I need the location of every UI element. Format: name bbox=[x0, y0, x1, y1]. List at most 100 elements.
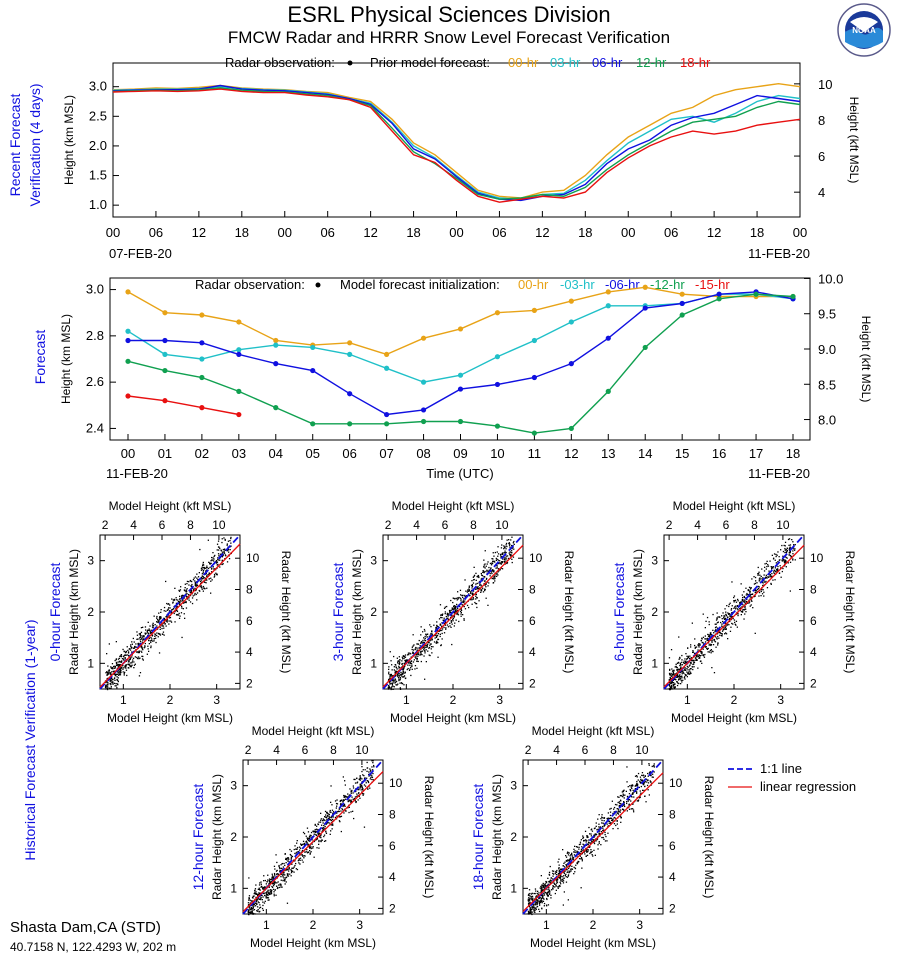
scatter-point bbox=[209, 563, 211, 565]
scatter-point bbox=[351, 789, 353, 792]
scatter-point bbox=[670, 677, 672, 680]
scatter-point bbox=[491, 562, 493, 564]
scatter-point bbox=[371, 760, 373, 762]
series-line bbox=[127, 293, 794, 383]
scatter-point bbox=[475, 593, 477, 596]
scatter-point bbox=[278, 884, 280, 886]
scatter-point bbox=[534, 909, 536, 911]
scatter-point bbox=[133, 647, 136, 649]
scatter-point bbox=[703, 656, 706, 658]
scatter-point bbox=[402, 665, 404, 667]
scatter-point bbox=[342, 776, 344, 778]
scatter-point bbox=[250, 900, 252, 902]
scatter-point bbox=[641, 774, 643, 776]
scatter-point bbox=[142, 639, 144, 641]
scatter-point bbox=[248, 913, 250, 916]
scatter-point bbox=[751, 600, 753, 602]
scatter-point bbox=[110, 672, 112, 674]
scatter-point bbox=[671, 681, 673, 684]
x-tick-label: 02 bbox=[195, 446, 209, 461]
scatter-point bbox=[769, 574, 771, 576]
scatter-point bbox=[559, 873, 561, 875]
scatter-point bbox=[760, 575, 762, 578]
scatter-point bbox=[532, 905, 534, 907]
legend-obs-dot bbox=[347, 60, 353, 66]
scatter-point bbox=[493, 569, 495, 572]
scatter-point bbox=[139, 632, 142, 635]
scatter-point bbox=[159, 628, 161, 630]
scatter-point bbox=[420, 641, 422, 643]
scatter-point bbox=[682, 671, 684, 673]
scatter-point bbox=[782, 567, 784, 570]
scatter-point bbox=[558, 886, 560, 888]
y-right-tick-label: 6 bbox=[810, 614, 817, 628]
scatter-point bbox=[471, 584, 473, 586]
scatter-point bbox=[147, 648, 149, 650]
scatter-point bbox=[709, 650, 711, 652]
scatter-point bbox=[580, 850, 582, 853]
scatter-point bbox=[591, 850, 593, 853]
scatter-point bbox=[775, 562, 777, 564]
scatter-point bbox=[200, 585, 202, 587]
scatter-point bbox=[148, 629, 150, 631]
scatter-point bbox=[712, 629, 714, 631]
scatter-point bbox=[424, 640, 427, 642]
scatter-point bbox=[729, 613, 731, 615]
scatter-point bbox=[202, 578, 204, 580]
scatter-point bbox=[125, 667, 127, 669]
scatter-point bbox=[158, 619, 161, 621]
scatter-point bbox=[136, 631, 138, 633]
scatter-point bbox=[210, 592, 212, 594]
scatter-point bbox=[680, 664, 682, 666]
scatter-point bbox=[282, 866, 284, 868]
scatter-point bbox=[530, 896, 532, 898]
scatter-point bbox=[529, 899, 531, 901]
scatter-point bbox=[737, 612, 739, 615]
scatter-point bbox=[130, 665, 133, 667]
scatter-point bbox=[138, 658, 140, 660]
scatter-point bbox=[544, 892, 547, 894]
scatter-point bbox=[318, 832, 320, 834]
scatter-point bbox=[503, 547, 506, 549]
scatter-point bbox=[708, 644, 710, 646]
scatter-point bbox=[369, 787, 371, 789]
scatter-point bbox=[476, 596, 478, 599]
scatter-point bbox=[172, 599, 174, 601]
scatter-point bbox=[401, 672, 403, 674]
scatter-point bbox=[618, 796, 620, 798]
scatter-point bbox=[612, 828, 614, 830]
scatter-point bbox=[720, 621, 722, 624]
scatter-point bbox=[670, 675, 672, 677]
scatter-point bbox=[743, 591, 745, 593]
scatter-point bbox=[733, 596, 735, 599]
scatter-point bbox=[566, 876, 569, 878]
series-point bbox=[162, 337, 168, 344]
scatter-point bbox=[499, 553, 502, 556]
scatter-point bbox=[538, 903, 541, 905]
scatter-point bbox=[161, 624, 163, 626]
scatter-point bbox=[576, 846, 579, 848]
scatter-point bbox=[199, 586, 201, 588]
scatter-point bbox=[131, 651, 133, 653]
scatter-point bbox=[528, 899, 530, 901]
x-tick-label: 12 bbox=[363, 225, 377, 240]
scatter-point bbox=[749, 593, 752, 596]
scatter-point bbox=[786, 549, 788, 552]
scatter-point bbox=[309, 852, 311, 854]
scatter-point bbox=[177, 599, 179, 601]
scatter-point bbox=[715, 629, 717, 631]
scatter-point bbox=[764, 581, 766, 583]
scatter-point bbox=[556, 869, 558, 872]
scatter-point bbox=[496, 558, 498, 560]
scatter-point bbox=[639, 796, 641, 798]
scatter-point bbox=[114, 659, 116, 662]
scatter-point bbox=[694, 657, 696, 659]
scatter-point bbox=[532, 908, 534, 910]
scatter-point bbox=[733, 600, 735, 602]
scatter-point bbox=[792, 550, 794, 552]
scatter-point bbox=[445, 627, 447, 629]
scatter-point bbox=[406, 668, 408, 671]
scatter-point bbox=[397, 661, 399, 663]
scatter-point bbox=[252, 897, 254, 899]
scatter-point bbox=[302, 855, 304, 857]
